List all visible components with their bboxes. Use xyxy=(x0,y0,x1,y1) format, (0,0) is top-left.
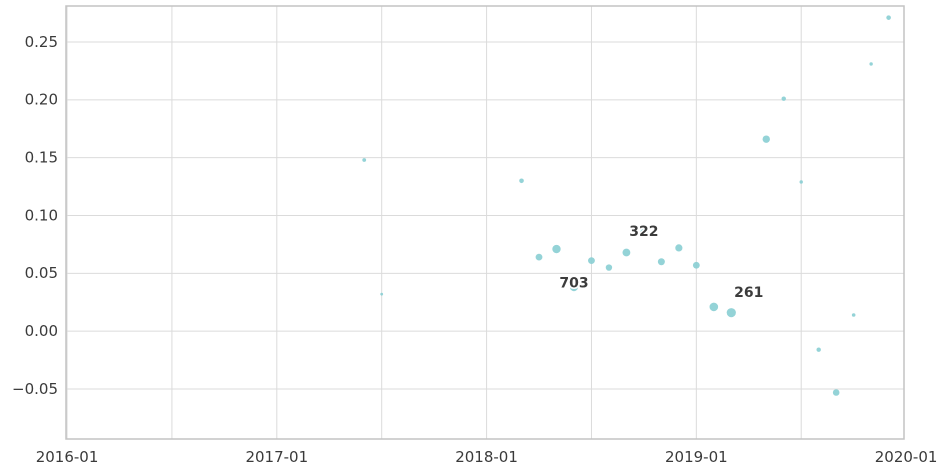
x-axis-tick-label: 2019-01 xyxy=(665,448,728,466)
data-point xyxy=(781,96,786,101)
y-axis-tick-label: 0.25 xyxy=(25,33,58,51)
plot-border xyxy=(65,5,905,440)
y-axis-tick-label: 0.10 xyxy=(25,206,58,224)
data-point xyxy=(816,347,821,352)
data-point xyxy=(552,244,561,254)
x-axis-tick-label: 2016-01 xyxy=(36,448,99,466)
data-point xyxy=(869,62,873,66)
data-point xyxy=(851,313,856,317)
y-axis-tick-label: −0.05 xyxy=(12,380,58,398)
data-point xyxy=(692,261,700,269)
data-point xyxy=(762,135,770,143)
data-point xyxy=(519,178,524,184)
data-point xyxy=(588,257,595,265)
data-point xyxy=(362,158,367,162)
data-point xyxy=(380,292,384,296)
x-axis-tick-label: 2017-01 xyxy=(245,448,308,466)
data-point xyxy=(640,229,648,237)
data-point xyxy=(675,244,683,252)
data-point xyxy=(799,180,803,184)
data-point xyxy=(726,308,736,318)
data-point xyxy=(886,15,891,20)
data-point xyxy=(535,253,543,261)
data-point xyxy=(569,283,578,292)
data-point xyxy=(745,288,753,296)
y-axis-tick-label: 0.05 xyxy=(25,264,58,282)
y-axis-tick-label: 0.20 xyxy=(25,91,58,109)
data-point xyxy=(657,258,665,266)
data-point xyxy=(709,302,719,312)
y-axis-tick-label: 0.00 xyxy=(25,322,58,340)
x-axis-tick-label: 2018-01 xyxy=(455,448,518,466)
y-axis-tick-label: 0.15 xyxy=(25,148,58,166)
point-count-annotation: 322 xyxy=(629,224,658,240)
point-count-annotation: 261 xyxy=(734,285,763,301)
x-axis-tick-label: 2020-01 xyxy=(875,448,938,466)
point-count-annotation: 703 xyxy=(559,275,588,291)
data-point xyxy=(605,264,613,271)
data-point xyxy=(832,389,840,396)
data-point xyxy=(622,248,631,257)
